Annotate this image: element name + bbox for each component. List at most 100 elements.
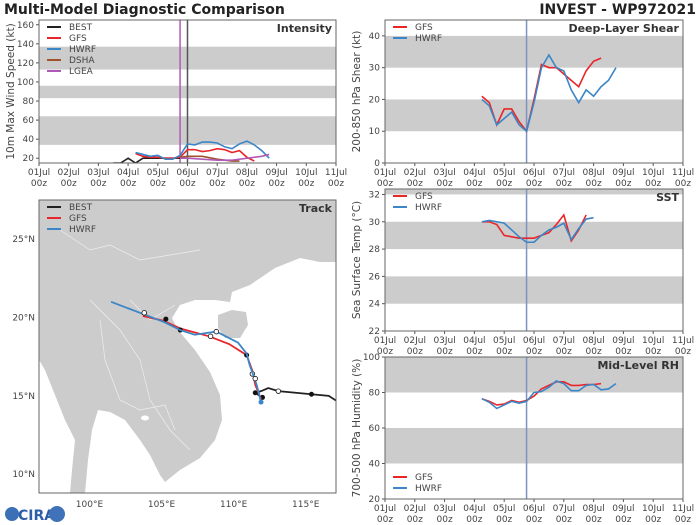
legend-label-hwrf: HWRF bbox=[69, 45, 96, 55]
track-marker-open bbox=[252, 375, 258, 382]
legend-label-lgea: LGEA bbox=[69, 67, 94, 77]
x-tick-label: 100°E bbox=[76, 500, 104, 510]
x-tick-label: 07Jul bbox=[553, 504, 575, 514]
y-tick-label: 40 bbox=[23, 135, 35, 145]
y-tick-label: 28 bbox=[369, 245, 381, 255]
x-tick-label-hour: 00z bbox=[556, 179, 572, 189]
x-tick-label: 115°E bbox=[292, 500, 320, 510]
x-tick-label-hour: 00z bbox=[377, 515, 393, 525]
panel-title: Deep-Layer Shear bbox=[568, 22, 679, 35]
x-tick-label-hour: 00z bbox=[496, 347, 512, 357]
x-tick-label: 05Jul bbox=[493, 336, 515, 346]
x-tick-label-hour: 00z bbox=[407, 179, 423, 189]
x-tick-label: 06Jul bbox=[523, 168, 545, 178]
x-tick-label-hour: 00z bbox=[615, 515, 631, 525]
y-axis-label: 10m Max Wind Speed (kt) bbox=[5, 23, 17, 159]
y-axis-label: 200-850 hPa Shear (kt) bbox=[351, 31, 363, 153]
x-tick-label-hour: 00z bbox=[645, 515, 661, 525]
x-tick-label: 07Jul bbox=[206, 168, 228, 178]
x-tick-label: 03Jul bbox=[87, 168, 109, 178]
x-tick-label: 07Jul bbox=[553, 336, 575, 346]
x-tick-label-hour: 00z bbox=[150, 179, 166, 189]
x-tick-label-hour: 00z bbox=[377, 179, 393, 189]
track-marker-filled bbox=[258, 399, 264, 405]
y-tick-label: 80 bbox=[23, 97, 35, 107]
x-tick-label: 10Jul bbox=[642, 168, 664, 178]
x-tick-label: 09Jul bbox=[265, 168, 287, 178]
y-tick-label: 120 bbox=[17, 59, 34, 69]
y-tick-label: 0 bbox=[374, 159, 380, 169]
x-tick-label: 01Jul bbox=[374, 168, 396, 178]
series-line-hwrf bbox=[481, 380, 617, 410]
panel-title: SST bbox=[656, 191, 679, 204]
x-tick-label: 05Jul bbox=[493, 504, 515, 514]
x-tick-label: 10Jul bbox=[642, 336, 664, 346]
x-tick-label-hour: 00z bbox=[586, 515, 602, 525]
y-axis-label: 700-500 hPa Humidity (%) bbox=[351, 359, 363, 498]
x-tick-label: 09Jul bbox=[612, 504, 634, 514]
x-tick-label-hour: 00z bbox=[496, 179, 512, 189]
series-line-hwrf bbox=[135, 140, 270, 160]
series-line-hwrf bbox=[481, 53, 617, 133]
x-tick-label-hour: 00z bbox=[466, 515, 482, 525]
x-tick-label: 09Jul bbox=[612, 168, 634, 178]
shaded-band bbox=[385, 221, 683, 250]
x-tick-label-hour: 00z bbox=[61, 179, 77, 189]
rh-panel: 01Jul00z02Jul00z03Jul00z04Jul00z05Jul00z… bbox=[351, 353, 694, 525]
series-line-lgea bbox=[180, 153, 270, 161]
shear-plot-area bbox=[385, 20, 683, 163]
track-marker-filled bbox=[252, 390, 258, 396]
sst-panel: 01Jul00z02Jul00z03Jul00z04Jul00z05Jul00z… bbox=[351, 188, 694, 357]
x-tick-label: 04Jul bbox=[117, 168, 139, 178]
x-tick-label-hour: 00z bbox=[645, 179, 661, 189]
x-tick-label: 02Jul bbox=[404, 336, 426, 346]
y-tick-label: 60 bbox=[23, 116, 35, 126]
shaded-band bbox=[385, 428, 683, 464]
x-tick-label-hour: 00z bbox=[675, 179, 691, 189]
y-tick-label: 32 bbox=[369, 190, 380, 200]
x-tick-label: 01Jul bbox=[28, 168, 50, 178]
y-tick-label: 100 bbox=[363, 353, 380, 363]
x-tick-label-hour: 00z bbox=[675, 515, 691, 525]
x-tick-label: 06Jul bbox=[176, 168, 198, 178]
legend-label-gfs: GFS bbox=[69, 214, 87, 224]
x-tick-label: 09Jul bbox=[612, 336, 634, 346]
y-tick-label: 20 bbox=[369, 495, 381, 505]
x-tick-label-hour: 00z bbox=[209, 179, 225, 189]
rh-frame bbox=[384, 356, 684, 500]
x-tick-label-hour: 00z bbox=[526, 179, 542, 189]
x-tick-label-hour: 00z bbox=[466, 347, 482, 357]
x-tick-label: 08Jul bbox=[582, 336, 604, 346]
cira-logo: CIRA bbox=[5, 506, 65, 524]
y-tick-label: 20 bbox=[369, 95, 381, 105]
series-line-hwrf bbox=[481, 216, 594, 244]
land-mass bbox=[39, 200, 336, 493]
border-line bbox=[89, 299, 191, 451]
track-line-best bbox=[253, 387, 336, 402]
x-tick-label-hour: 00z bbox=[526, 347, 542, 357]
x-tick-label-hour: 00z bbox=[586, 179, 602, 189]
shear-panel: 01Jul00z02Jul00z03Jul00z04Jul00z05Jul00z… bbox=[351, 19, 694, 189]
y-tick-label: 100 bbox=[17, 78, 34, 88]
x-tick-label: 03Jul bbox=[433, 168, 455, 178]
x-tick-label: 05Jul bbox=[493, 168, 515, 178]
logo-globe-icon bbox=[5, 507, 19, 521]
panel-title: Intensity bbox=[277, 22, 332, 35]
border-line bbox=[99, 319, 176, 431]
x-tick-label-hour: 00z bbox=[496, 515, 512, 525]
x-tick-label-hour: 00z bbox=[526, 515, 542, 525]
x-tick-label-hour: 00z bbox=[466, 179, 482, 189]
x-tick-label-hour: 00z bbox=[179, 179, 195, 189]
x-tick-label-hour: 00z bbox=[120, 179, 136, 189]
y-tick-label: 40 bbox=[369, 460, 381, 470]
x-tick-label-hour: 00z bbox=[615, 179, 631, 189]
y-tick-label: 15°N bbox=[12, 392, 35, 402]
rh-plot-area bbox=[385, 357, 683, 499]
legend-label-best: BEST bbox=[69, 203, 93, 213]
legend-label-hwrf: HWRF bbox=[415, 484, 442, 494]
y-tick-label: 140 bbox=[17, 40, 34, 50]
x-tick-label-hour: 00z bbox=[675, 347, 691, 357]
x-tick-label-hour: 00z bbox=[556, 515, 572, 525]
legend-label-gfs: GFS bbox=[69, 34, 87, 44]
track-panel: 100°E 105°E 110°E 115°E 10°N 15°N 20°N 25°N Trac… bbox=[12, 199, 337, 510]
